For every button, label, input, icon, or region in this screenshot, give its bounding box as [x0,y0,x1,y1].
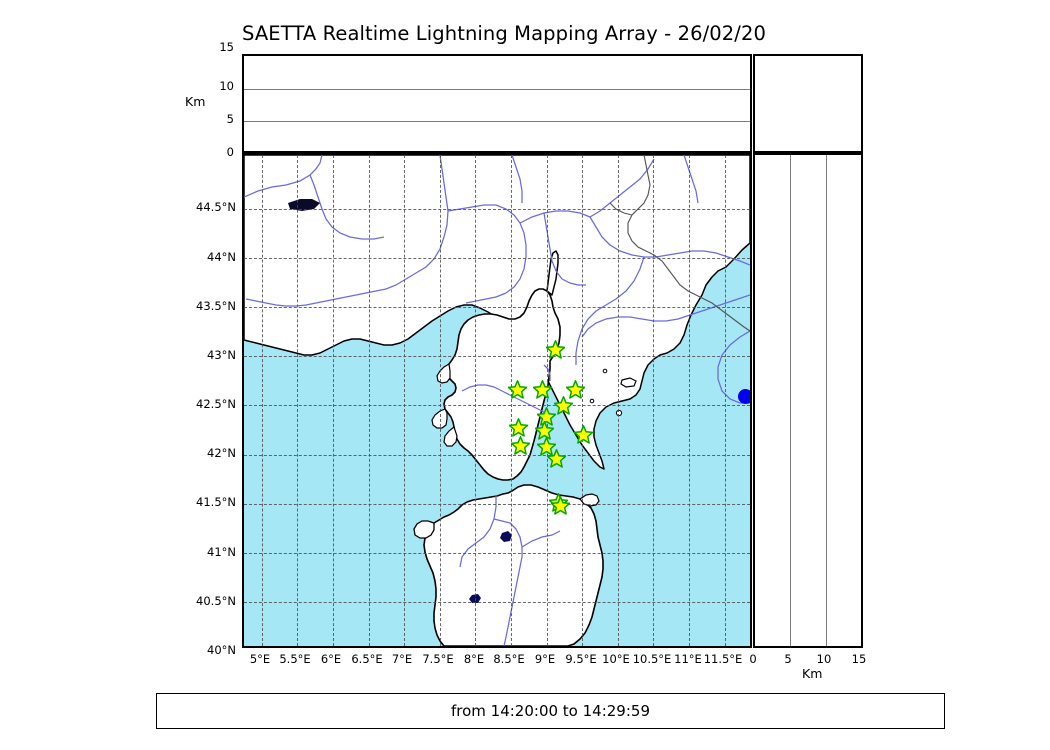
tick-lon-11.5: 11.5°E [703,652,743,666]
tick-lon-7: 7°E [391,652,413,666]
time-range-bar[interactable]: from 14:20:00 to 14:29:59 [156,693,945,729]
station-star-marker[interactable] [566,380,586,399]
tick-lon-10: 10°E [602,652,630,666]
gridline-lat-43.0 [244,356,750,358]
tick-top-15: 15 [219,40,234,54]
tick-lon-6.5: 6.5°E [351,652,383,666]
gridline-lat-44.5 [244,209,750,210]
tick-right-15: 15 [851,652,867,666]
tick-lon-5: 5°E [249,652,271,666]
gridline-lat-44.0 [244,258,750,260]
gridline-lon-9.5 [582,155,584,646]
tick-lon-10.5: 10.5°E [632,652,672,666]
station-star-marker[interactable] [510,436,530,455]
gridline-lat-40.5 [244,601,750,603]
panel-map[interactable] [242,153,752,648]
tick-lat-42: 42°N [207,446,236,460]
gridline-lat-42.5 [244,405,750,407]
gridline-alt-10 [244,88,750,90]
station-star-marker[interactable] [508,380,528,399]
station-star-marker[interactable] [545,339,566,359]
tick-top-5: 5 [226,112,234,126]
map-viewport [244,155,750,646]
tick-lat-44.5: 44.5°N [196,200,236,214]
gridline-lon-5.0 [261,155,263,646]
gridline-lon-11.5 [724,155,726,646]
tick-lat-43.5: 43.5°N [196,299,236,313]
gridline-lon-6.5 [368,155,370,646]
tick-lat-42.5: 42.5°N [196,397,236,411]
axis-label-top-km: Km [185,94,206,109]
gridline-lon-7.0 [404,155,406,646]
tick-right-0: 0 [749,652,757,666]
time-range-text: from 14:20:00 to 14:29:59 [450,702,650,720]
tick-lon-11: 11°E [674,652,702,666]
gridline-lon-5.5 [297,155,299,646]
panel-altitude-vs-longitude[interactable] [242,54,752,153]
tick-lon-5.5: 5.5°E [279,652,311,666]
tick-lat-40: 40°N [207,643,236,657]
station-star-marker[interactable] [546,448,566,468]
station-star-marker[interactable] [532,380,553,399]
axis-label-right-km: Km [802,666,823,681]
tick-right-5: 5 [784,652,792,666]
gridline-alt-5 [244,121,750,123]
gridline-lon-10.0 [617,155,619,646]
gridline-lon-9.0 [546,155,548,646]
tick-lon-8: 8°E [463,652,485,666]
tick-lon-8.5: 8.5°E [493,652,525,666]
tick-lat-43: 43°N [207,348,236,362]
station-star-marker[interactable] [554,395,574,415]
tick-lat-41.5: 41.5°N [196,495,236,509]
station-star-marker[interactable] [573,425,594,445]
panel-altitude-histogram[interactable] [753,54,863,153]
tick-lat-44: 44°N [207,250,236,264]
lightning-source-dot[interactable] [737,389,750,405]
gridline-lat-43.5 [244,307,750,309]
station-star-marker[interactable] [550,496,571,515]
gridline-lon-8.5 [510,155,512,646]
gridline-lat-41.5 [244,503,750,505]
tick-lon-9: 9°E [534,652,556,666]
tick-lon-6: 6°E [320,652,342,666]
map-geography [244,155,750,646]
gridline-lon-8.0 [475,155,477,646]
gridline-km-10 [825,155,827,646]
gridline-km-5 [790,155,792,646]
panel-altitude-vs-latitude[interactable] [753,153,863,648]
gridline-lon-6.0 [332,155,334,646]
gridline-lon-7.5 [439,155,441,646]
tick-lon-7.5: 7.5°E [422,652,454,666]
station-star-marker[interactable] [534,421,555,441]
gridline-lon-10.5 [653,155,655,646]
page-title: SAETTA Realtime Lightning Mapping Array … [242,22,766,45]
tick-lon-9.5: 9.5°E [565,652,597,666]
tick-top-0: 0 [226,145,234,159]
gridline-lat-41.0 [244,552,750,554]
station-star-marker[interactable] [508,418,529,438]
gridline-lon-11.0 [688,155,690,646]
tick-lat-40.5: 40.5°N [196,594,236,608]
tick-top-10: 10 [219,79,234,93]
gridline-lat-42.0 [244,454,750,456]
tick-lat-41: 41°N [207,545,236,559]
station-star-marker[interactable] [536,437,556,456]
station-star-marker[interactable] [536,406,556,426]
tick-right-10: 10 [816,652,832,666]
